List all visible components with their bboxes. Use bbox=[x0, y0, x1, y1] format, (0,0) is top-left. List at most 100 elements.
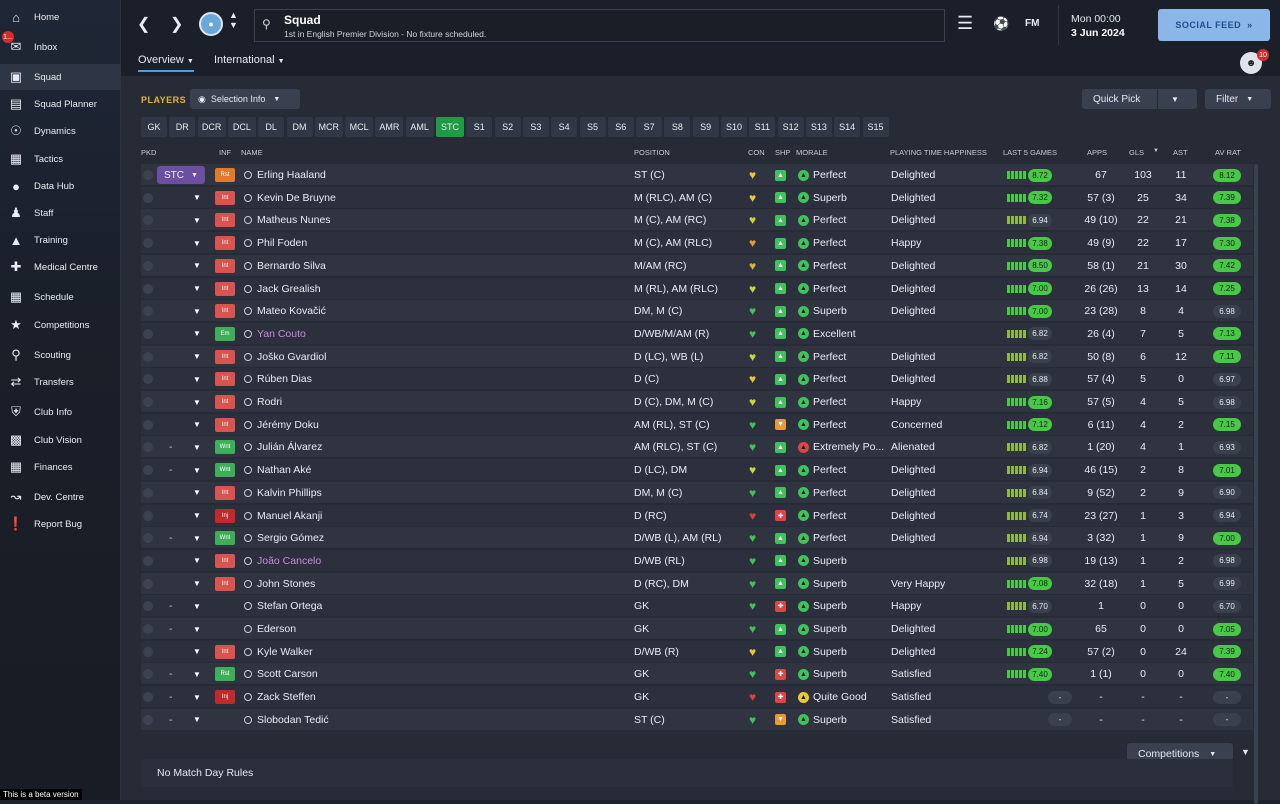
manager-avatar[interactable]: ☻10 bbox=[1240, 52, 1262, 74]
chevron-down-icon[interactable]: ▼ bbox=[193, 414, 201, 436]
pick-toggle[interactable] bbox=[141, 209, 155, 231]
position-button-s13[interactable]: S13 bbox=[806, 117, 832, 137]
player-name[interactable]: Mateo Kovačić bbox=[244, 300, 326, 322]
chevron-down-icon[interactable]: ▼ bbox=[193, 709, 201, 731]
position-button-gk[interactable]: GK bbox=[141, 117, 167, 137]
chevron-down-icon[interactable]: ▼ bbox=[193, 391, 201, 413]
col-ast[interactable]: AST bbox=[1173, 148, 1188, 157]
sidebar-item-dynamics[interactable]: ☉Dynamics bbox=[0, 118, 121, 144]
player-name[interactable]: Slobodan Tedić bbox=[244, 709, 329, 731]
chevron-down-icon[interactable]: ▼ bbox=[193, 641, 201, 663]
player-name[interactable]: Stefan Ortega bbox=[244, 595, 322, 617]
tab-international[interactable]: International ▼ bbox=[214, 54, 285, 66]
player-name[interactable]: Nathan Aké bbox=[244, 459, 311, 481]
quick-pick-button[interactable]: Quick Pick ▼ bbox=[1082, 89, 1197, 109]
position-button-stc[interactable]: STC bbox=[436, 117, 464, 137]
pick-toggle[interactable] bbox=[141, 527, 155, 549]
player-name[interactable]: John Stones bbox=[244, 573, 315, 595]
col-shp[interactable]: SHP bbox=[775, 148, 790, 157]
chevron-down-icon[interactable]: ▼ bbox=[193, 368, 201, 390]
player-name[interactable]: Phil Foden bbox=[244, 232, 307, 254]
sidebar-item-club-vision[interactable]: ▩Club Vision bbox=[0, 427, 121, 453]
chevron-down-icon[interactable]: ▼ bbox=[193, 436, 201, 458]
chevron-down-icon[interactable]: ▼ bbox=[193, 505, 201, 527]
position-button-s1[interactable]: S1 bbox=[466, 117, 492, 137]
club-switch-chevron-icon[interactable]: ▲▼ bbox=[229, 10, 238, 30]
position-button-dm[interactable]: DM bbox=[287, 117, 313, 137]
position-button-amr[interactable]: AMR bbox=[375, 117, 403, 137]
player-name[interactable]: Scott Carson bbox=[244, 663, 318, 685]
col-av-rat[interactable]: AV RAT bbox=[1215, 148, 1241, 157]
player-name[interactable]: Erling Haaland bbox=[244, 164, 326, 186]
pick-toggle[interactable] bbox=[141, 618, 155, 640]
social-feed-button[interactable]: SOCIAL FEED » bbox=[1158, 9, 1270, 41]
position-button-dr[interactable]: DR bbox=[169, 117, 195, 137]
position-button-s2[interactable]: S2 bbox=[495, 117, 521, 137]
chevron-down-icon[interactable]: ▼ bbox=[193, 209, 201, 231]
col-inf[interactable]: INF bbox=[219, 148, 231, 157]
pick-toggle[interactable] bbox=[141, 505, 155, 527]
position-button-dl[interactable]: DL bbox=[258, 117, 284, 137]
player-name[interactable]: Kyle Walker bbox=[244, 641, 313, 663]
col-name[interactable]: NAME bbox=[241, 148, 263, 157]
pick-toggle[interactable] bbox=[141, 187, 155, 209]
chevron-down-icon[interactable]: ▼ bbox=[193, 255, 201, 277]
pick-toggle[interactable] bbox=[141, 663, 155, 685]
pick-toggle[interactable] bbox=[141, 573, 155, 595]
sidebar-item-report-bug[interactable]: ❗Report Bug bbox=[0, 511, 121, 537]
col-last-5-games[interactable]: LAST 5 GAMES bbox=[1003, 148, 1057, 157]
player-name[interactable]: Jérémy Doku bbox=[244, 414, 319, 436]
position-button-s9[interactable]: S9 bbox=[693, 117, 719, 137]
chevron-down-icon[interactable]: ▼ bbox=[193, 686, 201, 708]
player-name[interactable]: Kevin De Bruyne bbox=[244, 187, 336, 209]
chevron-down-icon[interactable]: ▼ bbox=[193, 459, 201, 481]
sidebar-item-squad[interactable]: ▣Squad bbox=[0, 64, 121, 90]
chevron-down-icon[interactable]: ▼ bbox=[193, 573, 201, 595]
player-name[interactable]: Rúben Dias bbox=[244, 368, 312, 390]
pick-toggle[interactable] bbox=[141, 482, 155, 504]
position-button-s5[interactable]: S5 bbox=[580, 117, 606, 137]
sidebar-item-training[interactable]: ▲Training bbox=[0, 227, 121, 253]
position-button-mcr[interactable]: MCR bbox=[315, 117, 343, 137]
menu-icon[interactable]: ☰ bbox=[957, 13, 973, 34]
sidebar-item-competitions[interactable]: ★Competitions bbox=[0, 312, 121, 338]
player-name[interactable]: Kalvin Phillips bbox=[244, 482, 322, 504]
position-button-s11[interactable]: S11 bbox=[749, 117, 775, 137]
pick-toggle[interactable] bbox=[141, 300, 155, 322]
pick-toggle[interactable] bbox=[141, 436, 155, 458]
player-name[interactable]: Jack Grealish bbox=[244, 278, 321, 300]
pick-toggle[interactable] bbox=[141, 550, 155, 572]
chevron-down-icon[interactable]: ▼ bbox=[193, 278, 201, 300]
sidebar-item-club-info[interactable]: ⛨Club Info bbox=[0, 399, 121, 425]
position-button-s6[interactable]: S6 bbox=[608, 117, 634, 137]
col-morale[interactable]: MORALE bbox=[796, 148, 828, 157]
chevron-down-icon[interactable]: ▼ bbox=[193, 323, 201, 345]
sidebar-item-squad-planner[interactable]: ▤Squad Planner bbox=[0, 91, 121, 117]
player-name[interactable]: Rodri bbox=[244, 391, 282, 413]
chevron-down-icon[interactable]: ▼ bbox=[1171, 95, 1179, 104]
player-name[interactable]: Bernardo Silva bbox=[244, 255, 326, 277]
position-button-s12[interactable]: S12 bbox=[778, 117, 804, 137]
sidebar-item-data-hub[interactable]: ●Data Hub bbox=[0, 173, 121, 199]
pick-toggle[interactable] bbox=[141, 323, 155, 345]
pick-toggle[interactable] bbox=[141, 164, 155, 186]
col-position[interactable]: POSITION bbox=[634, 148, 670, 157]
